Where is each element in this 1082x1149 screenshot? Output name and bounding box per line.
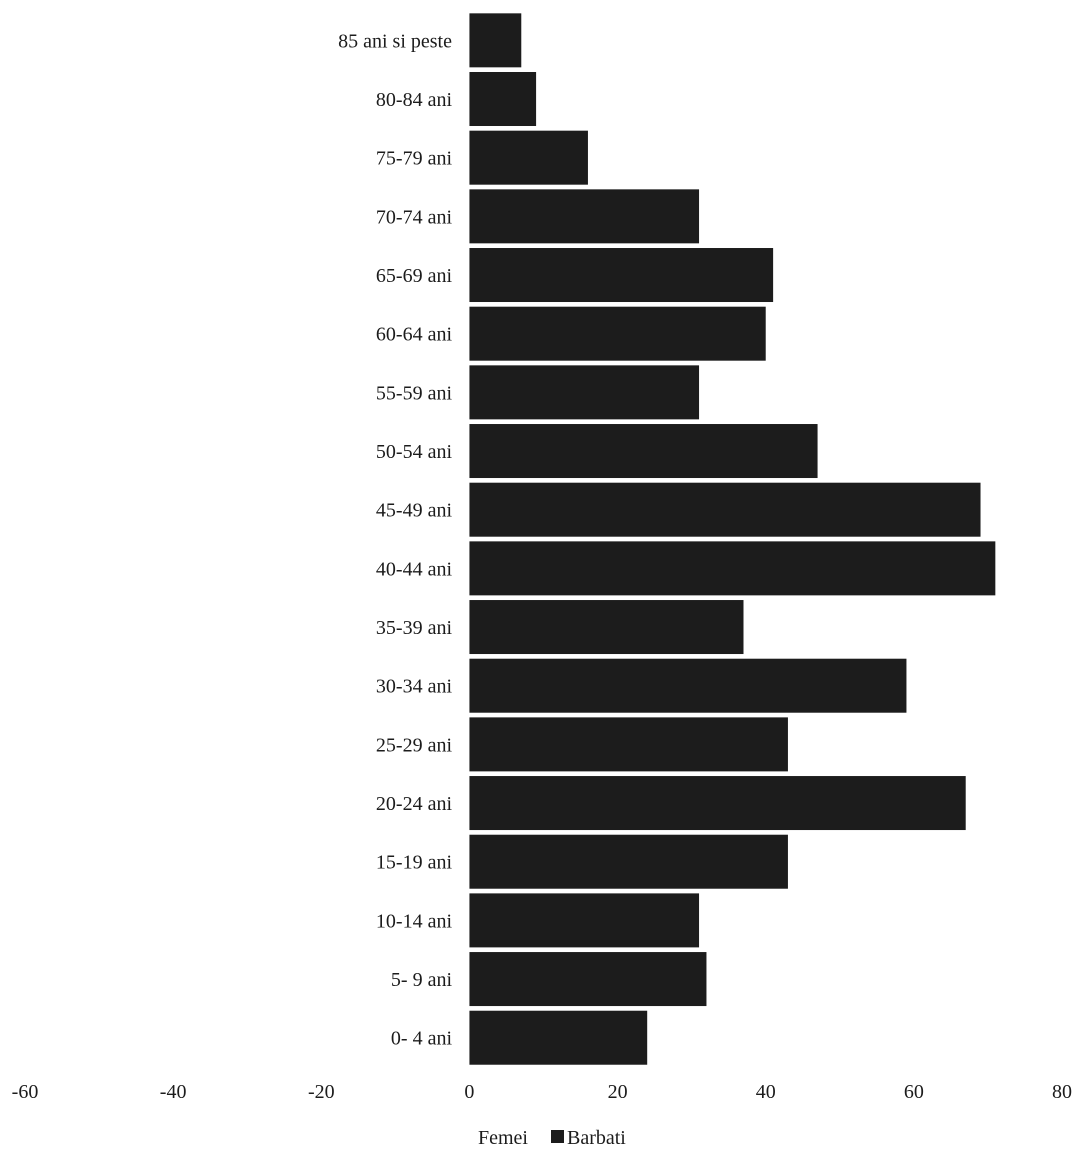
legend: Femei Barbati — [478, 1127, 626, 1149]
bar-barbati — [469, 717, 788, 772]
category-label: 60-64 ani — [376, 324, 453, 346]
category-label: 15-19 ani — [376, 852, 453, 874]
bar-barbati — [469, 1010, 648, 1065]
bar-barbati — [469, 13, 522, 68]
bar-barbati — [469, 424, 818, 479]
category-label: 55-59 ani — [376, 382, 453, 404]
bar-barbati — [469, 600, 744, 655]
category-label: 35-39 ani — [376, 617, 453, 639]
category-label: 85 ani si peste — [338, 30, 452, 52]
category-label: 5- 9 ani — [391, 969, 453, 991]
x-tick-label: -20 — [308, 1081, 335, 1103]
bar-barbati — [469, 776, 966, 831]
legend-swatch-barbati — [551, 1130, 564, 1143]
bar-barbati — [469, 306, 766, 361]
x-tick-label: 60 — [904, 1081, 924, 1103]
bar-barbati — [469, 893, 700, 948]
x-tick-label: 0 — [464, 1081, 474, 1103]
category-label: 10-14 ani — [376, 910, 453, 932]
x-axis-ticks: -60 -40 -20 0 20 40 60 80 — [12, 1081, 1072, 1103]
category-label: 30-34 ani — [376, 676, 453, 698]
category-label: 75-79 ani — [376, 148, 453, 170]
category-labels: 85 ani si peste 80-84 ani 75-79 ani 70-74 a… — [338, 30, 452, 1049]
x-tick-label: 80 — [1052, 1081, 1072, 1103]
bar-barbati — [469, 541, 996, 596]
x-tick-label: -40 — [160, 1081, 187, 1103]
legend-label-barbati: Barbati — [567, 1127, 626, 1149]
category-label: 80-84 ani — [376, 89, 453, 111]
x-tick-label: 40 — [756, 1081, 776, 1103]
bar-barbati — [469, 658, 907, 713]
category-label: 40-44 ani — [376, 558, 453, 580]
x-tick-label: 20 — [608, 1081, 628, 1103]
legend-label-femei: Femei — [478, 1127, 528, 1149]
category-label: 70-74 ani — [376, 206, 453, 228]
bar-barbati — [469, 189, 700, 244]
category-label: 65-69 ani — [376, 265, 453, 287]
bars-group — [469, 13, 996, 1065]
category-label: 50-54 ani — [376, 441, 453, 463]
bar-barbati — [469, 72, 537, 127]
bar-barbati — [469, 834, 788, 889]
bar-barbati — [469, 365, 700, 420]
category-label: 25-29 ani — [376, 734, 453, 756]
bar-barbati — [469, 482, 981, 537]
x-tick-label: -60 — [12, 1081, 39, 1103]
category-label: 45-49 ani — [376, 500, 453, 522]
bar-barbati — [469, 130, 588, 185]
bar-barbati — [469, 952, 707, 1007]
bar-barbati — [469, 248, 774, 303]
category-label: 20-24 ani — [376, 793, 453, 815]
category-label: 0- 4 ani — [391, 1028, 453, 1050]
